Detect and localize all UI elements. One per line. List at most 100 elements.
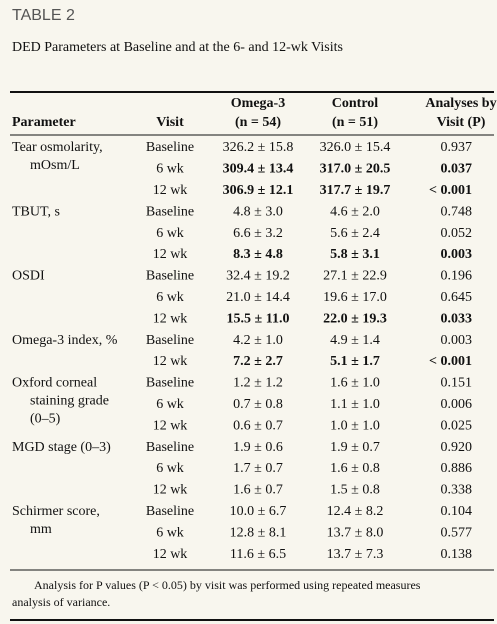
visit: 12 wk (153, 183, 188, 198)
omega3-value: 11.6 ± 6.5 (230, 547, 286, 562)
omega3-value: 12.8 ± 8.1 (230, 525, 287, 540)
p-value: 0.196 (441, 269, 473, 284)
table-label: TABLE 2 (12, 7, 75, 24)
control-value: 13.7 ± 8.0 (327, 525, 384, 540)
omega3-value: 4.8 ± 3.0 (233, 204, 283, 219)
p-value: 0.920 (441, 440, 473, 455)
control-value: 317.7 ± 19.7 (320, 183, 391, 198)
column-header: Visit (156, 115, 184, 130)
parameter-name: MGD stage (0–3) (12, 440, 111, 455)
column-header: Analyses by (425, 96, 496, 111)
omega3-value: 1.2 ± 1.2 (233, 376, 283, 391)
control-value: 22.0 ± 19.3 (323, 311, 387, 326)
visit: 12 wk (153, 247, 188, 262)
omega3-value: 32.4 ± 19.2 (226, 269, 290, 284)
control-value: 4.9 ± 1.4 (330, 333, 380, 348)
parameter-name: TBUT, s (12, 204, 60, 219)
control-value: 4.6 ± 2.0 (330, 204, 380, 219)
omega3-value: 1.9 ± 0.6 (233, 440, 283, 455)
control-value: 1.6 ± 1.0 (330, 376, 380, 391)
control-value: 1.5 ± 0.8 (330, 483, 380, 498)
p-value: 0.052 (441, 226, 473, 241)
control-value: 13.7 ± 7.3 (327, 547, 384, 562)
column-header: Control (332, 96, 379, 111)
column-header: (n = 54) (235, 115, 281, 130)
parameter-name: Omega-3 index, % (12, 333, 118, 348)
p-value: 0.151 (441, 376, 473, 391)
visit: 6 wk (156, 162, 184, 177)
control-value: 326.0 ± 15.4 (320, 140, 391, 155)
visit: 6 wk (156, 525, 184, 540)
omega3-value: 0.7 ± 0.8 (233, 397, 283, 412)
p-value: 0.003 (441, 247, 473, 262)
p-value: 0.577 (441, 525, 473, 540)
parameter-name: OSDI (12, 269, 45, 284)
control-value: 5.6 ± 2.4 (330, 226, 380, 241)
p-value: 0.886 (441, 461, 473, 476)
omega3-value: 15.5 ± 11.0 (227, 311, 290, 326)
visit: 12 wk (153, 311, 188, 326)
visit: 12 wk (153, 418, 188, 433)
omega3-value: 326.2 ± 15.8 (223, 140, 294, 155)
parameter-name: (0–5) (30, 412, 61, 427)
omega3-value: 10.0 ± 6.7 (230, 504, 287, 519)
visit: Baseline (146, 440, 194, 455)
omega3-value: 7.2 ± 2.7 (233, 354, 283, 369)
footnote: Analysis for P values (P < 0.05) by visi… (34, 578, 421, 592)
p-value: 0.138 (441, 547, 473, 562)
column-header: Omega-3 (231, 96, 285, 111)
p-value: 0.104 (441, 504, 473, 519)
control-value: 19.6 ± 17.0 (323, 290, 387, 305)
p-value: 0.006 (441, 397, 473, 412)
p-value: 0.037 (441, 162, 473, 177)
visit: 6 wk (156, 461, 184, 476)
p-value: 0.748 (441, 204, 473, 219)
p-value: 0.025 (441, 418, 473, 433)
column-header: Parameter (12, 115, 76, 130)
visit: Baseline (146, 204, 194, 219)
visit: 6 wk (156, 397, 184, 412)
control-value: 1.1 ± 1.0 (330, 397, 380, 412)
parameter-name: Oxford corneal (12, 376, 97, 391)
visit: Baseline (146, 333, 194, 348)
control-value: 27.1 ± 22.9 (323, 269, 387, 284)
p-value: 0.033 (441, 311, 473, 326)
visit: Baseline (146, 140, 194, 155)
omega3-value: 1.6 ± 0.7 (233, 483, 283, 498)
control-value: 317.0 ± 20.5 (320, 162, 391, 177)
control-value: 1.0 ± 1.0 (330, 418, 380, 433)
p-value: 0.937 (441, 140, 473, 155)
omega3-value: 8.3 ± 4.8 (233, 247, 283, 262)
omega3-value: 309.4 ± 13.4 (223, 162, 294, 177)
parameter-name: staining grade (30, 394, 109, 409)
footnote: analysis of variance. (12, 595, 110, 609)
p-value: 0.003 (441, 333, 473, 348)
p-value: 0.338 (441, 483, 473, 498)
omega3-value: 1.7 ± 0.7 (233, 461, 283, 476)
parameter-name: Schirmer score, (12, 504, 100, 519)
visit: Baseline (146, 269, 194, 284)
control-value: 12.4 ± 8.2 (327, 504, 384, 519)
control-value: 5.1 ± 1.7 (330, 354, 380, 369)
p-value: < 0.001 (429, 183, 472, 198)
visit: 6 wk (156, 226, 184, 241)
visit: 12 wk (153, 483, 188, 498)
visit: 12 wk (153, 547, 188, 562)
p-value: 0.645 (441, 290, 473, 305)
visit: 6 wk (156, 290, 184, 305)
parameter-name: mm (30, 522, 52, 537)
control-value: 1.9 ± 0.7 (330, 440, 380, 455)
omega3-value: 306.9 ± 12.1 (223, 183, 294, 198)
p-value: < 0.001 (429, 354, 472, 369)
parameter-name: mOsm/L (30, 158, 80, 173)
omega3-value: 4.2 ± 1.0 (233, 333, 283, 348)
column-header: (n = 51) (332, 115, 378, 130)
omega3-value: 21.0 ± 14.4 (226, 290, 290, 305)
omega3-value: 6.6 ± 3.2 (233, 226, 283, 241)
visit: 12 wk (153, 354, 188, 369)
control-value: 5.8 ± 3.1 (330, 247, 380, 262)
parameter-name: Tear osmolarity, (12, 140, 103, 155)
omega3-value: 0.6 ± 0.7 (233, 418, 283, 433)
column-header: Visit (P) (437, 115, 486, 130)
